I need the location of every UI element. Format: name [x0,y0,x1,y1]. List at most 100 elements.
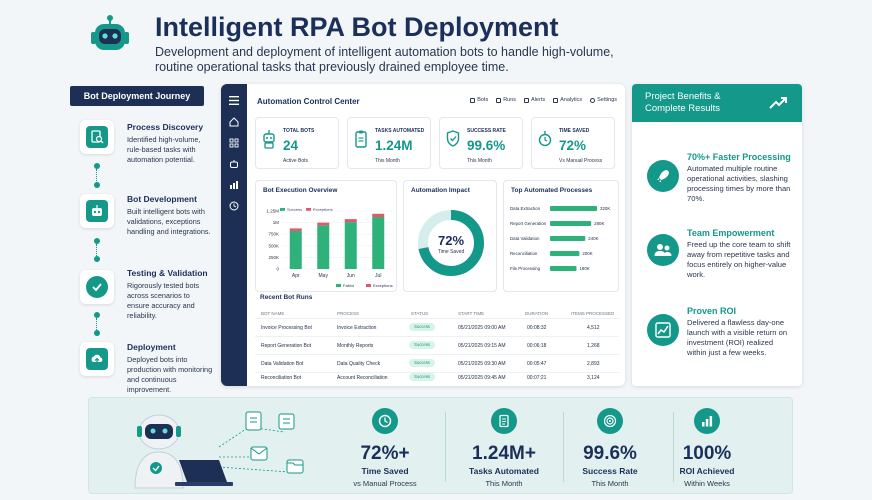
bar-success [317,225,330,269]
kpi-value: 99.6% [467,138,506,153]
impact-panel: Automation Impact 72% Time Saved [403,180,497,292]
cell-items: 1,268 [587,343,600,349]
kpi-sub: Vs Manual Process [559,158,603,164]
y-tick-label: 500K [268,243,279,248]
stat-value: 72%+ [360,443,410,464]
y-tick-label: 0 [276,267,279,272]
kpi-sub: This Month [467,158,492,164]
journey-connector [96,318,98,332]
kpi-time-saved: TIME SAVED 72% Vs Manual Process [531,117,615,169]
stat-sub: vs Manual Process [353,479,417,488]
nav-alerts[interactable]: Alerts [524,97,545,103]
cell-duration: 00:08:32 [527,325,547,331]
table-row[interactable]: Report Generation Bot Monthly Reports Su… [255,336,619,354]
table-row[interactable]: Reconciliation Bot Account Reconciliatio… [255,372,619,381]
stat-value: 1.24M+ [472,443,536,464]
journey-connector [96,169,98,183]
bar-success [289,230,302,269]
stat-sub: This Month [485,479,523,488]
execution-chart-panel: Bot Execution Overview Success Exception… [255,180,397,292]
clock-icon[interactable] [228,200,240,212]
gear-icon [590,97,596,103]
journey-connector-dot [94,256,100,262]
category-label: File Processing [510,266,541,271]
y-tick-label: 750K [268,232,279,237]
divider [445,412,446,482]
value-label: 280K [594,221,604,226]
table-row[interactable]: Invoice Processing Bot Invoice Extractio… [255,318,619,336]
journey-step-title: Deployment [127,342,176,352]
cell-bot: Report Generation Bot [261,343,312,349]
benefit-desc: Freed up the core team to shift away fro… [687,240,791,279]
bots-icon [470,97,476,103]
journey-step-desc: Identified high-volume, rule-based tasks… [127,135,201,164]
impact-value: 72% [437,233,465,248]
cell-start: 05/21/2025 09:00 AM [458,325,506,331]
bot-icon[interactable] [228,158,240,170]
journey-step-title: Process Discovery [127,122,204,132]
process-bar [550,221,592,226]
x-tick-label: Jun [347,273,355,279]
benefit-title: 70%+ Faster Processing [687,152,791,162]
impact-label: Time Saved [437,249,465,255]
process-bar [550,266,577,271]
cell-duration: 00:07:21 [527,375,547,381]
journey-connector [96,244,98,258]
growth-chart-icon [647,314,679,346]
cell-process: Monthly Reports [337,343,374,349]
stat-label: Tasks Automated [469,466,539,476]
value-label: 180K [579,266,589,271]
kpi-value: 24 [283,138,299,153]
cell-process: Data Quality Check [337,361,381,367]
recent-runs-table: Recent Bot Runs BOT NAME PROCESS STATUS … [255,294,619,381]
results-strip: 72%+ Time Saved vs Manual Process 1.24M+… [88,397,793,494]
col-items-processed: ITEMS PROCESSED [571,311,615,316]
home-icon[interactable] [228,116,240,128]
robot-logo-icon [91,15,129,50]
table-row[interactable]: Data Validation Bot Data Quality Check S… [255,354,619,372]
y-tick-label: 1.25M [266,209,279,214]
kpi-label: TIME SAVED [559,128,590,134]
benefit-desc: Delivered a flawless day-one launch with… [687,318,788,357]
journey-connector-dot [94,163,100,169]
category-label: Reconciliation [510,251,538,256]
y-tick-label: 1M [273,220,280,225]
category-label: Report Generation [510,221,547,226]
cell-start: 05/21/2025 09:45 AM [458,375,506,381]
donut-arc [418,210,484,276]
deployment-journey-panel: Bot Deployment Journey Process Discovery… [70,86,212,394]
nav-analytics[interactable]: Analytics [553,97,582,103]
kpi-success-rate: SUCCESS RATE 99.6% This Month [439,117,523,169]
kpi-label: SUCCESS RATE [467,128,506,134]
value-label: 200K [582,251,592,256]
dashboard-title: Automation Control Center [257,97,360,106]
grid-icon[interactable] [228,137,240,149]
stat-label: ROI Achieved [679,466,735,476]
status-badge: Success [409,359,435,367]
journey-step-title: Bot Development [127,194,197,204]
col-bot-name: BOT NAME [261,311,285,316]
nav-bots[interactable]: Bots [470,97,488,103]
status-badge: Success [409,373,435,381]
status-badge: Success [409,323,435,331]
stat-time-saved: 72%+ Time Saved vs Manual Process [335,404,435,490]
robot-laptop-illustration [134,411,304,489]
rocket-icon [647,160,679,192]
menu-icon[interactable] [228,94,240,106]
legend-exceptions-bottom: Exceptions [366,283,393,288]
process-bar [550,251,580,256]
cell-process: Account Reconciliation [337,375,388,381]
bar-exceptions [289,228,302,231]
bar-chart-icon [694,408,720,434]
kpi-tasks-automated: TASKS AUTOMATED 1.24M This Month [347,117,431,169]
analytics-icon[interactable] [228,179,240,191]
x-tick-label: Jul [375,273,381,279]
nav-settings[interactable]: Settings [590,97,617,103]
journey-step-desc: Rigorously tested bots across scenarios … [127,281,200,320]
stat-success-rate: 99.6% Success Rate This Month [560,404,660,490]
nav-runs[interactable]: Runs [496,97,516,103]
stat-value: 99.6% [583,443,637,464]
col-status: STATUS [411,311,429,316]
benefits-header: Project Benefits & Complete Results [632,84,802,122]
top-processes-title: Top Automated Processes [511,187,593,194]
